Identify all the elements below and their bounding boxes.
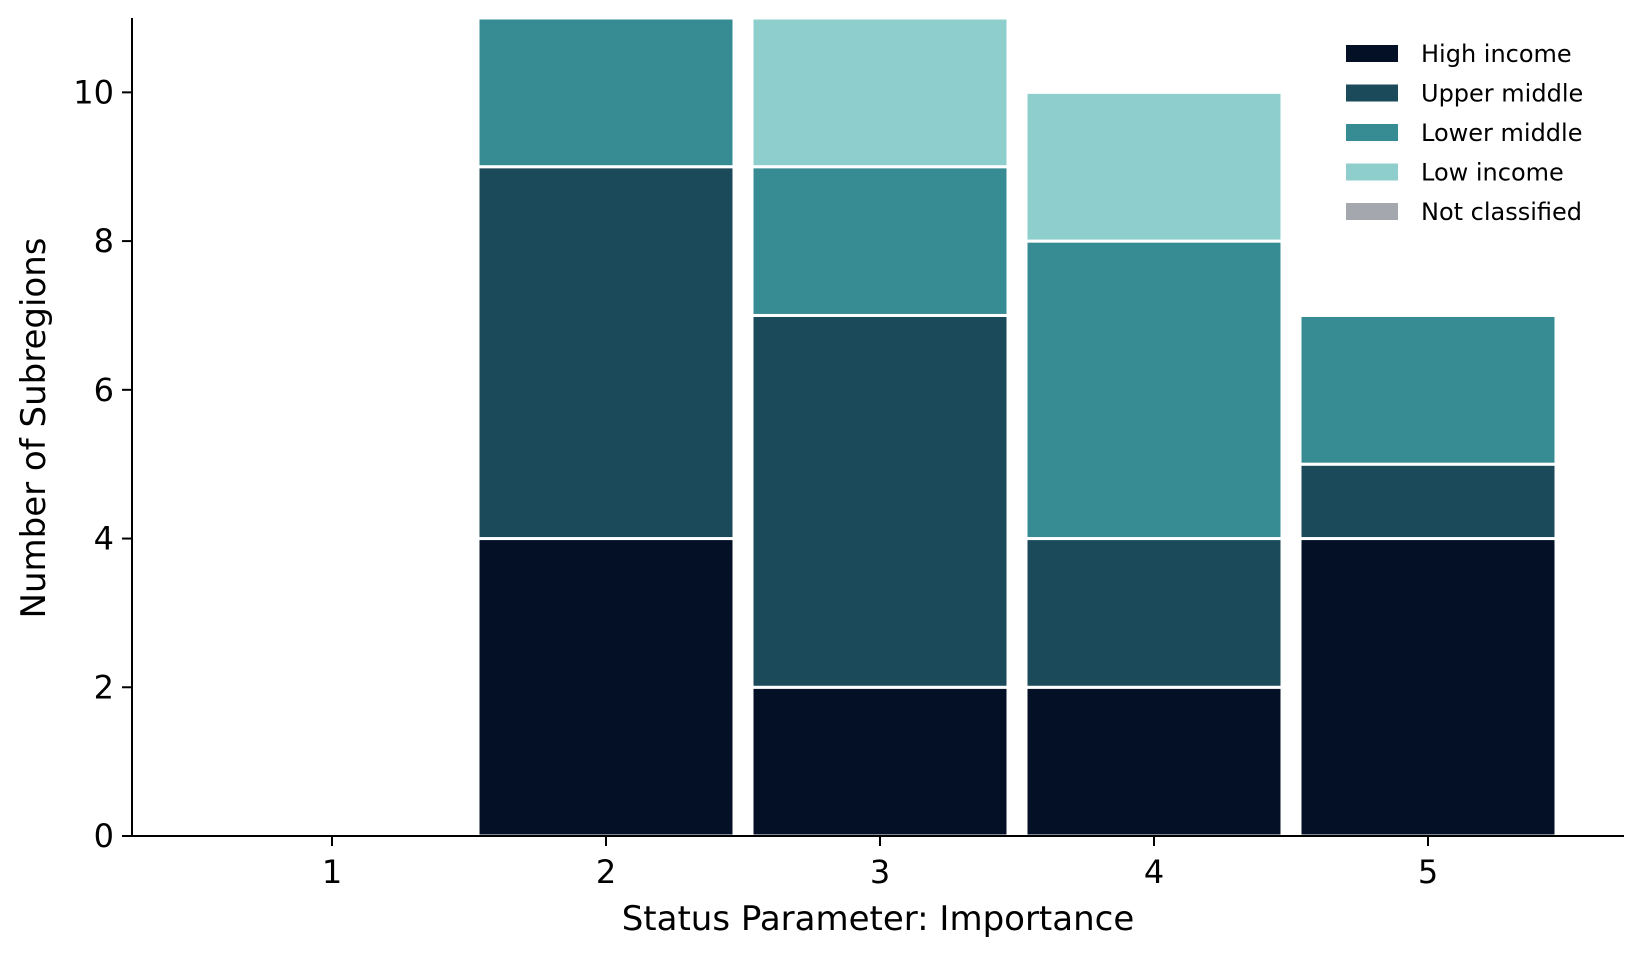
y-axis-ticks: 0 2 4 6 8 10 bbox=[73, 73, 132, 855]
y-tick-label: 0 bbox=[94, 817, 114, 855]
y-tick-label: 8 bbox=[94, 222, 114, 260]
legend: High income Upper middle Lower middle Low i… bbox=[1346, 40, 1583, 226]
legend-label: Upper middle bbox=[1421, 80, 1583, 108]
x-tick-label: 4 bbox=[1144, 853, 1164, 891]
bars-layer bbox=[476, 16, 1558, 838]
bar-segment-2-series-2 bbox=[476, 16, 736, 169]
x-axis-title: Status Parameter: Importance bbox=[622, 899, 1135, 939]
x-tick-label: 3 bbox=[870, 853, 890, 891]
legend-swatch bbox=[1346, 45, 1398, 62]
bar-segment-5-series-2 bbox=[1298, 313, 1558, 466]
legend-swatch bbox=[1346, 124, 1398, 141]
legend-label: Not classified bbox=[1421, 198, 1582, 226]
y-tick-label: 10 bbox=[73, 73, 114, 111]
x-tick-label: 2 bbox=[596, 853, 616, 891]
y-tick-label: 6 bbox=[94, 371, 114, 409]
y-tick-label: 4 bbox=[94, 520, 114, 558]
legend-label: High income bbox=[1421, 40, 1572, 68]
bar-segment-3-series-3 bbox=[750, 16, 1010, 169]
legend-label: Lower middle bbox=[1421, 119, 1582, 147]
bar-segment-4-series-3 bbox=[1024, 90, 1284, 243]
bar-segment-2-series-1 bbox=[476, 165, 736, 541]
bar-segment-3-series-2 bbox=[750, 165, 1010, 317]
bar-segment-5-series-1 bbox=[1298, 462, 1558, 541]
x-tick-label: 5 bbox=[1418, 853, 1438, 891]
bar-segment-4-series-0 bbox=[1024, 685, 1284, 838]
legend-swatch bbox=[1346, 163, 1398, 181]
legend-swatch bbox=[1346, 203, 1398, 220]
legend-swatch bbox=[1346, 84, 1398, 102]
bar-segment-4-series-1 bbox=[1024, 537, 1284, 689]
bar-segment-3-series-1 bbox=[750, 313, 1010, 689]
bar-segment-5-series-0 bbox=[1298, 537, 1558, 838]
x-axis-ticks: 1 2 3 4 5 bbox=[322, 836, 1438, 891]
bar-segment-4-series-2 bbox=[1024, 239, 1284, 541]
x-tick-label: 1 bbox=[322, 853, 342, 891]
bar-segment-3-series-0 bbox=[750, 685, 1010, 838]
bar-segment-2-series-0 bbox=[476, 537, 736, 838]
y-tick-label: 2 bbox=[94, 668, 114, 706]
legend-label: Low income bbox=[1421, 159, 1564, 187]
y-axis-title: Number of Subregions bbox=[14, 238, 54, 619]
